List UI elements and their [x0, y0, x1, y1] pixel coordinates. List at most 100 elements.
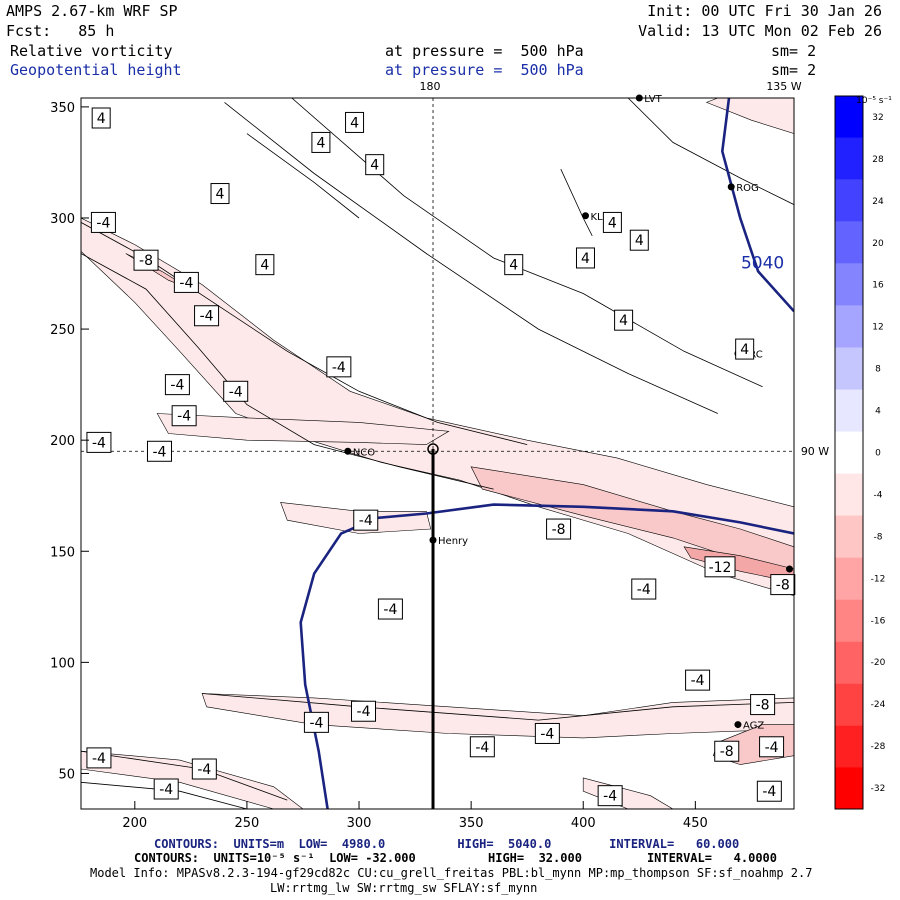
contour-label-box — [255, 254, 275, 276]
colorbar-segment — [835, 683, 863, 726]
contour-label-box — [326, 356, 352, 378]
colorbar-segment — [835, 221, 863, 264]
contour-label-box — [303, 711, 329, 733]
contour-label-box — [504, 254, 524, 276]
field2-smoothing: sm= 2 — [771, 61, 817, 79]
contour-label-box — [353, 509, 379, 531]
colorbar-tick-label: 4 — [875, 407, 881, 417]
colorbar-segment — [835, 305, 863, 348]
station-marker — [581, 212, 589, 220]
colorbar-segment — [835, 96, 863, 138]
contour-label-box — [351, 700, 377, 722]
contour-label: -4 — [332, 360, 346, 376]
colorbar-tick-label: -28 — [871, 742, 886, 752]
vorticity-contour-1 — [81, 253, 494, 490]
vorticity-band-1 — [156, 413, 450, 445]
colorbar-tick-label: 24 — [872, 197, 884, 207]
colorbar-tick-label: 20 — [872, 239, 884, 249]
contour-label: 4 — [97, 111, 106, 127]
contour-label: -8 — [776, 578, 790, 594]
field1-level: at pressure = 500 hPa — [385, 42, 584, 60]
contour-label-box — [750, 694, 776, 716]
height-contour-label: 5040 — [741, 253, 784, 273]
contour-label-box — [614, 309, 634, 331]
y-tick-label: 100 — [50, 656, 75, 671]
colorbar-unit: 10⁻⁵ s⁻¹ — [856, 96, 892, 106]
vorticity-contour-3 — [291, 98, 763, 388]
colorbar-tick-label: -20 — [871, 658, 886, 668]
contour-label: -4 — [197, 762, 211, 778]
field2-level: at pressure = 500 hPa — [385, 61, 584, 79]
vorticity-contour-6 — [627, 98, 794, 205]
contour-label-box — [191, 758, 217, 780]
contour-label: -4 — [540, 726, 554, 742]
y-tick-label: 250 — [50, 323, 75, 338]
contour-label-box — [153, 778, 179, 800]
contour-label-box — [546, 518, 572, 540]
x-tick-label: 300 — [347, 816, 372, 831]
contour-label: -4 — [383, 602, 397, 618]
colorbar-tick-label: -32 — [871, 784, 886, 794]
colorbar-segment — [835, 641, 863, 684]
contour-label-box — [210, 183, 230, 205]
contour-label: -4 — [475, 740, 489, 756]
model-title: AMPS 2.67-km WRF SP — [6, 2, 178, 20]
contour-label-box — [90, 211, 116, 233]
contour-label-box — [597, 785, 623, 807]
station-marker — [734, 721, 742, 729]
footer-vorticity-contours: CONTOURS: UNITS=10⁻⁵ s⁻¹ LOW= -32.000 HI… — [134, 851, 777, 865]
contour-label: -4 — [309, 715, 323, 731]
footer-height-contours: CONTOURS: UNITS=m LOW= 4980.0 HIGH= 5040… — [154, 837, 740, 851]
station-label: KLN — [590, 212, 610, 223]
x-tick-label: 200 — [122, 816, 147, 831]
contour-label-box — [756, 780, 782, 802]
colorbar-segment — [835, 725, 863, 768]
contour-label: 4 — [581, 251, 590, 267]
contour-label: -8 — [720, 744, 734, 760]
station-marker — [429, 536, 437, 544]
forecast-hour: Fcst: 85 h — [6, 22, 115, 40]
colorbar-segment — [835, 767, 863, 809]
contour-label: 4 — [619, 313, 628, 329]
contour-label-box — [86, 431, 112, 453]
contour-label-box — [365, 154, 385, 176]
contour-label: -4 — [765, 740, 779, 756]
lon-180-label: 180 — [420, 80, 441, 93]
contour-label-box — [173, 271, 199, 293]
colorbar-segment — [835, 473, 863, 516]
station-marker — [727, 183, 735, 191]
contour-label: 4 — [370, 158, 379, 174]
vorticity-contour-9 — [81, 781, 248, 809]
colorbar-segment — [835, 179, 863, 222]
contour-label: -4 — [200, 309, 214, 325]
x-tick-label: 400 — [571, 816, 596, 831]
colorbar-segment — [835, 515, 863, 558]
contour-label: 4 — [350, 115, 359, 131]
contour-label-box — [685, 669, 711, 691]
contour-label-box — [146, 440, 172, 462]
contour-label-box — [770, 574, 796, 596]
contour-label: -4 — [762, 784, 776, 800]
contour-label-box — [86, 747, 112, 769]
contour-label: -4 — [637, 582, 651, 598]
contour-label-box — [345, 111, 365, 133]
contour-label-box — [629, 229, 649, 251]
station-marker — [786, 565, 794, 573]
colorbar-tick-label: 16 — [872, 281, 884, 291]
contour-label-box — [714, 740, 740, 762]
y-tick-label: 150 — [50, 545, 75, 560]
vorticity-contour-4 — [246, 133, 360, 219]
footer-physics-info: LW:rrtmg_lw SW:rrtmg_sw SFLAY:sf_mynn — [270, 881, 538, 895]
contour-label: -4 — [603, 789, 617, 805]
colorbar-tick-label: -24 — [871, 700, 886, 710]
contour-label: -4 — [152, 444, 166, 460]
init-time: Init: 00 UTC Fri 30 Jan 26 — [647, 2, 882, 20]
contour-label-box — [164, 374, 190, 396]
colorbar-tick-label: -8 — [874, 532, 883, 542]
station-label: AGZ — [743, 721, 764, 732]
colorbar-tick-label: 0 — [875, 449, 881, 459]
station-label: Henry — [438, 536, 468, 547]
station-label: LVT — [644, 94, 662, 105]
colorbar-tick-label: 32 — [872, 113, 883, 123]
contour-label: 4 — [316, 135, 325, 151]
